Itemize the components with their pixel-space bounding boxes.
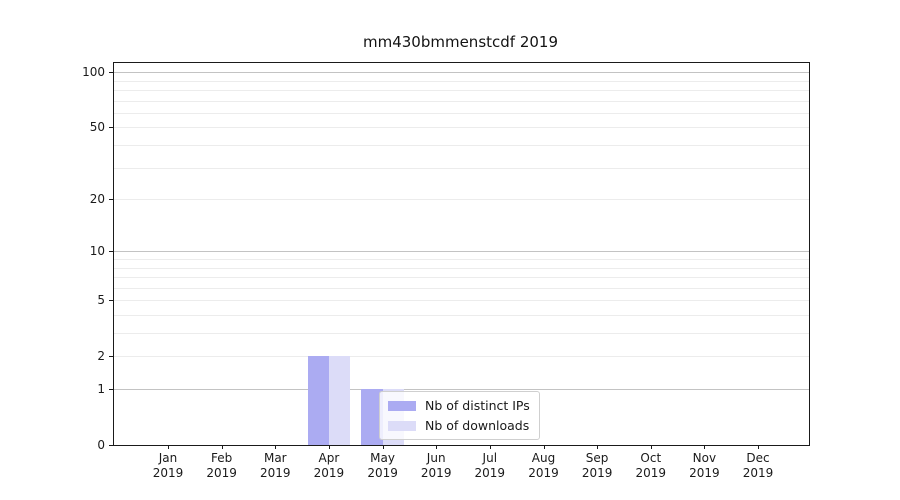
- x-tick: [436, 445, 438, 449]
- minor-gridline: [114, 287, 809, 289]
- x-tick-label: Mar 2019: [260, 451, 291, 480]
- minor-gridline: [114, 333, 809, 334]
- plot-area: 0 1 2 5 10 20 50 100 Jan 2019 Feb 2019 Mar 2019 Ap…: [82, 62, 810, 480]
- minor-gridline: [114, 144, 809, 146]
- bar-distinct-ips: [307, 356, 329, 445]
- bar-distinct-ips: [361, 389, 383, 445]
- y-tick-label: 20: [89, 192, 105, 206]
- minor-gridline: [114, 80, 809, 82]
- x-tick-label: Jul 2019: [474, 451, 506, 480]
- minor-gridline: [114, 112, 809, 114]
- minor-gridline: [114, 267, 809, 269]
- minor-gridline: [114, 89, 809, 91]
- y-tick-label: 5: [97, 293, 105, 308]
- x-tick: [489, 445, 491, 449]
- legend-swatch-distinct-ips: [388, 400, 416, 411]
- y-tick-label: 100: [82, 65, 105, 80]
- x-tick: [758, 445, 759, 449]
- x-tick-label: Jun 2019: [420, 451, 452, 480]
- minor-gridline: [114, 300, 809, 302]
- x-tick: [597, 445, 599, 449]
- x-tick-label: Feb 2019: [206, 451, 237, 480]
- x-tick: [650, 445, 652, 449]
- x-tick: [221, 445, 223, 449]
- y-tick-label: 50: [89, 120, 105, 135]
- major-gridline: [114, 251, 809, 253]
- x-tick: [382, 445, 384, 449]
- x-tick-label: Nov 2019: [689, 451, 720, 480]
- y-tick-label: 10: [89, 244, 105, 259]
- y-tick-label: 1: [97, 382, 105, 396]
- x-tick-label: Dec 2019: [742, 451, 774, 480]
- y-tick: [109, 127, 114, 129]
- x-tick: [168, 445, 169, 449]
- x-tick-label: Oct 2019: [635, 451, 667, 480]
- legend-label-distinct-ips: Nb of distinct IPs: [425, 398, 530, 413]
- chart-title: mm430bmmenstcdf 2019: [362, 33, 559, 51]
- x-tick: [543, 445, 545, 449]
- minor-gridline: [114, 258, 809, 260]
- y-tick: [109, 199, 114, 200]
- minor-gridline: [114, 100, 809, 102]
- x-tick-label: May 2019: [367, 451, 398, 480]
- y-tick: [109, 445, 114, 446]
- minor-gridline: [114, 199, 809, 200]
- y-tick: [109, 251, 114, 253]
- y-tick: [109, 356, 114, 358]
- minor-gridline: [114, 127, 809, 129]
- legend: Nb of distinct IPs Nb of downloads: [379, 391, 540, 440]
- minor-gridline: [114, 314, 809, 316]
- legend-entry-downloads: Nb of downloads: [388, 417, 530, 434]
- legend-swatch-downloads: [388, 420, 416, 431]
- minor-gridline: [114, 356, 809, 358]
- x-tick: [328, 445, 330, 449]
- x-tick: [704, 445, 706, 449]
- x-tick-label: Jan 2019: [152, 451, 184, 480]
- y-tick-label: 0: [97, 438, 105, 452]
- y-tick: [109, 389, 114, 390]
- major-gridline: [114, 389, 809, 390]
- minor-gridline: [114, 167, 809, 169]
- minor-gridline: [114, 277, 809, 278]
- legend-label-downloads: Nb of downloads: [425, 418, 530, 433]
- y-tick: [109, 300, 114, 302]
- major-gridline: [114, 72, 809, 74]
- x-tick: [275, 445, 277, 449]
- x-tick-label: Apr 2019: [313, 451, 345, 480]
- y-tick-label: 2: [97, 349, 105, 364]
- legend-entry-distinct-ips: Nb of distinct IPs: [388, 397, 530, 414]
- x-tick-label: Aug 2019: [528, 451, 559, 480]
- bar-downloads: [328, 356, 351, 445]
- y-tick: [109, 72, 114, 74]
- x-tick-label: Sep 2019: [581, 451, 613, 480]
